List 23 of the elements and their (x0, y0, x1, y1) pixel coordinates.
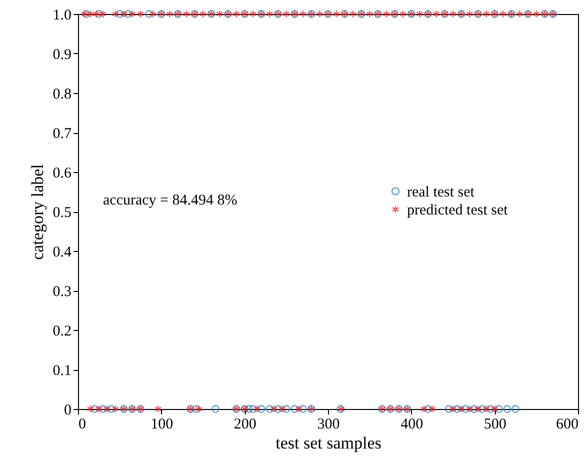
y-tick-label: 1.0 (52, 8, 72, 24)
y-tick-label: 0.4 (52, 244, 72, 260)
y-axis-title: category label (28, 164, 47, 260)
y-tick-label: 0.3 (52, 284, 72, 300)
y-tick-label: 0.2 (52, 324, 72, 340)
y-tick-label: 0.1 (52, 363, 72, 379)
y-tick-label: 0.5 (52, 205, 72, 221)
x-tick-label: 200 (234, 416, 256, 432)
x-tick-label: 500 (484, 416, 506, 432)
y-tick-label: 0 (64, 402, 72, 418)
legend-label: real test set (407, 184, 476, 200)
y-tick-label: 0.9 (52, 47, 72, 63)
y-tick-label: 0.8 (52, 86, 72, 102)
x-tick-label: 300 (317, 416, 340, 432)
x-tick-label: 100 (150, 416, 174, 432)
annotation: accuracy = 84.494 8% (103, 192, 238, 209)
x-tick-label: 600 (556, 416, 578, 432)
legend-label: predicted test set (407, 202, 509, 218)
x-axis-title: test set samples (276, 434, 382, 452)
y-tick-label: 0.7 (52, 126, 72, 142)
x-tick-label: 400 (400, 416, 424, 432)
y-tick-label: 0.6 (52, 166, 72, 182)
x-tick-label: 0 (78, 416, 86, 432)
